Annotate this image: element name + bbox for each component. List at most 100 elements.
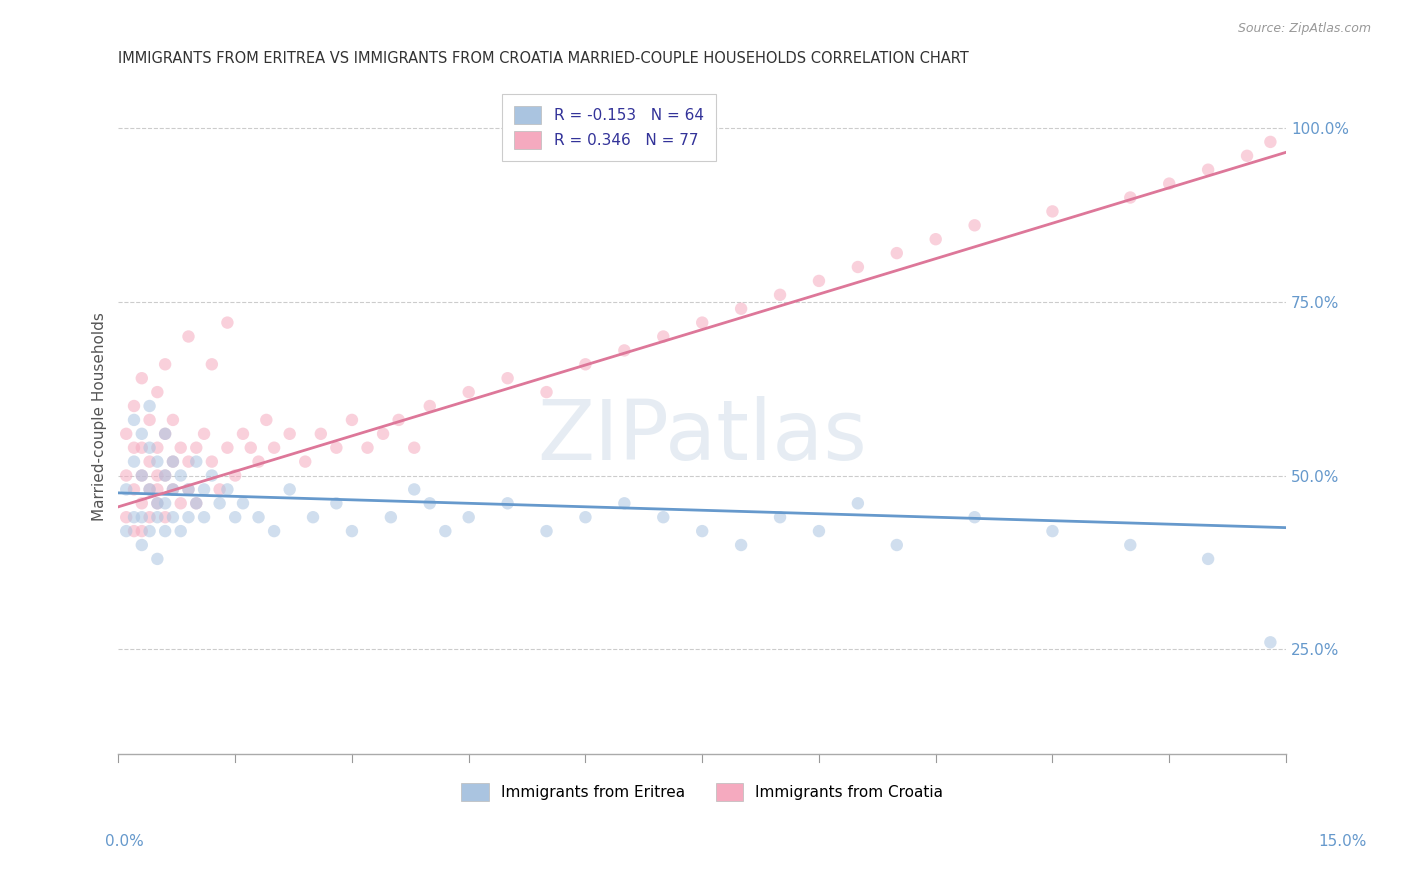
Point — [162, 510, 184, 524]
Point — [419, 496, 441, 510]
Point — [846, 496, 869, 510]
Point — [769, 287, 792, 301]
Point — [122, 524, 145, 538]
Point — [131, 496, 153, 510]
Point — [536, 524, 558, 538]
Point — [224, 510, 246, 524]
Point — [138, 413, 160, 427]
Point — [807, 274, 830, 288]
Point — [232, 426, 254, 441]
Text: 15.0%: 15.0% — [1319, 834, 1367, 849]
Point — [170, 524, 193, 538]
Point — [153, 496, 176, 510]
Point — [131, 468, 153, 483]
Point — [730, 538, 752, 552]
Point — [153, 510, 176, 524]
Point — [177, 329, 200, 343]
Point — [536, 385, 558, 400]
Point — [162, 454, 184, 468]
Text: IMMIGRANTS FROM ERITREA VS IMMIGRANTS FROM CROATIA MARRIED-COUPLE HOUSEHOLDS COR: IMMIGRANTS FROM ERITREA VS IMMIGRANTS FR… — [118, 51, 969, 66]
Text: Source: ZipAtlas.com: Source: ZipAtlas.com — [1237, 22, 1371, 36]
Point — [1236, 149, 1258, 163]
Point — [115, 510, 138, 524]
Point — [730, 301, 752, 316]
Point — [769, 510, 792, 524]
Point — [208, 496, 231, 510]
Point — [131, 468, 153, 483]
Point — [208, 483, 231, 497]
Point — [294, 454, 316, 468]
Point — [613, 343, 636, 358]
Point — [153, 426, 176, 441]
Point — [201, 468, 224, 483]
Point — [574, 357, 596, 371]
Point — [886, 246, 908, 260]
Point — [846, 260, 869, 274]
Point — [302, 510, 325, 524]
Point — [278, 483, 301, 497]
Point — [153, 426, 176, 441]
Point — [122, 413, 145, 427]
Point — [309, 426, 332, 441]
Point — [1042, 204, 1064, 219]
Point — [138, 524, 160, 538]
Point — [201, 357, 224, 371]
Point — [457, 385, 479, 400]
Point — [388, 413, 411, 427]
Point — [186, 441, 208, 455]
Point — [162, 483, 184, 497]
Point — [224, 468, 246, 483]
Point — [177, 510, 200, 524]
Point — [153, 357, 176, 371]
Point — [146, 441, 169, 455]
Point — [356, 441, 378, 455]
Point — [115, 524, 138, 538]
Point — [419, 399, 441, 413]
Point — [434, 524, 457, 538]
Point — [146, 385, 169, 400]
Point — [146, 496, 169, 510]
Point — [340, 413, 363, 427]
Point — [1197, 162, 1219, 177]
Point — [153, 468, 176, 483]
Point — [325, 496, 347, 510]
Point — [146, 552, 169, 566]
Point — [146, 454, 169, 468]
Point — [162, 413, 184, 427]
Point — [217, 483, 239, 497]
Legend: Immigrants from Eritrea, Immigrants from Croatia: Immigrants from Eritrea, Immigrants from… — [449, 772, 956, 814]
Point — [690, 316, 713, 330]
Point — [170, 496, 193, 510]
Point — [138, 483, 160, 497]
Point — [170, 441, 193, 455]
Point — [963, 219, 986, 233]
Point — [177, 483, 200, 497]
Point — [613, 496, 636, 510]
Point — [177, 454, 200, 468]
Point — [131, 441, 153, 455]
Point — [1260, 135, 1282, 149]
Point — [807, 524, 830, 538]
Point — [122, 441, 145, 455]
Point — [131, 524, 153, 538]
Point — [146, 483, 169, 497]
Point — [115, 426, 138, 441]
Point — [263, 441, 285, 455]
Point — [1119, 538, 1142, 552]
Point — [1119, 190, 1142, 204]
Point — [138, 399, 160, 413]
Point — [131, 371, 153, 385]
Point — [886, 538, 908, 552]
Point — [1197, 552, 1219, 566]
Point — [162, 483, 184, 497]
Point — [925, 232, 948, 246]
Point — [690, 524, 713, 538]
Point — [1260, 635, 1282, 649]
Point — [131, 426, 153, 441]
Point — [153, 468, 176, 483]
Point — [170, 468, 193, 483]
Point — [146, 510, 169, 524]
Point — [186, 496, 208, 510]
Point — [146, 468, 169, 483]
Point — [122, 399, 145, 413]
